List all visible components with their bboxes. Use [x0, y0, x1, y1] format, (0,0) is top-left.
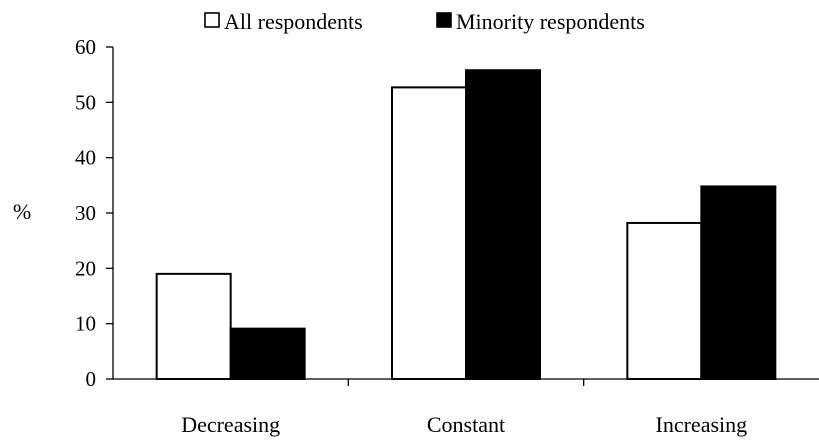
legend-label: Minority respondents [456, 9, 645, 34]
y-tick-label: 30 [75, 201, 96, 225]
y-tick-label: 50 [75, 90, 96, 114]
bar-minority-respondents-decreasing [229, 327, 306, 380]
bar-all-respondents-increasing [626, 221, 703, 380]
legend: All respondents Minority respondents [204, 9, 645, 34]
y-axis-label: % [13, 199, 31, 224]
x-category-label: Constant [427, 412, 505, 437]
x-category-label: Decreasing [181, 412, 280, 437]
bar-minority-respondents-increasing [700, 185, 777, 380]
bar-minority-respondents-constant [465, 69, 541, 381]
legend-swatch [204, 12, 220, 28]
bar-all-respondents-constant [391, 86, 467, 380]
y-tick-label: 40 [75, 146, 96, 170]
y-tick-label: 10 [75, 312, 96, 336]
bar-all-respondents-decreasing [155, 272, 232, 380]
y-axis-ticks: 0 10 20 30 40 50 60 [75, 35, 113, 391]
bars [155, 69, 777, 381]
x-axis-category-labels: Decreasing Constant Increasing [181, 412, 747, 437]
y-tick-label: 60 [75, 35, 96, 59]
legend-label: All respondents [224, 9, 363, 34]
y-tick-label: 0 [86, 367, 97, 391]
y-tick-label: 20 [75, 256, 96, 280]
legend-swatch [436, 12, 452, 28]
x-category-label: Increasing [656, 412, 748, 437]
